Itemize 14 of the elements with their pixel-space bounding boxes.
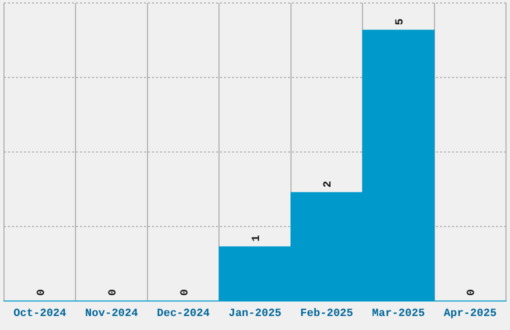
data-label: 2 [322, 180, 335, 188]
x-tick-label: Oct-2024 [13, 308, 67, 320]
x-tick-label: Feb-2025 [300, 308, 354, 320]
data-label: 1 [251, 234, 263, 242]
x-tick-label: Dec-2024 [156, 308, 210, 320]
x-tick-label: Nov-2024 [85, 308, 138, 320]
data-label: 0 [108, 289, 120, 296]
x-tick-label: Apr-2025 [444, 308, 497, 320]
data-label: 5 [394, 18, 406, 26]
x-tick-label: Mar-2025 [372, 308, 426, 320]
data-label: 0 [36, 289, 48, 296]
data-label: 0 [466, 289, 478, 296]
x-tick-label: Jan-2025 [228, 308, 282, 320]
data-label: 0 [179, 289, 192, 296]
